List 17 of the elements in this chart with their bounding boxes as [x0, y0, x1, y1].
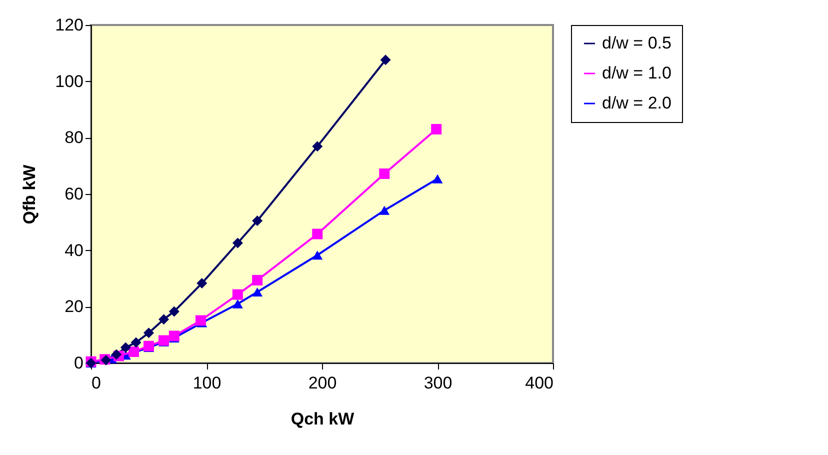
legend-label: d/w = 1.0 — [602, 64, 672, 82]
y-tick-label: 100 — [55, 72, 84, 91]
y-tick-label: 0 — [74, 354, 84, 372]
x-tick-label: 100 — [192, 374, 222, 392]
legend-label: d/w = 2.0 — [602, 94, 672, 112]
y-tick-label: 40 — [64, 240, 84, 260]
legend-label: d/w = 0.5 — [602, 34, 672, 52]
y-tick-label: 20 — [64, 297, 84, 316]
y-tick-label: 60 — [64, 184, 84, 204]
y-axis-title: Qfb kW — [20, 164, 40, 224]
y-tick-label: 120 — [55, 16, 84, 34]
x-tick-label: 300 — [424, 374, 452, 392]
y-tick-label: 80 — [64, 128, 84, 148]
x-axis-title: Qch kW — [290, 410, 356, 428]
x-tick-label: 400 — [525, 374, 554, 392]
x-tick-label: 200 — [308, 374, 337, 392]
x-tick-label: 0 — [92, 374, 101, 392]
